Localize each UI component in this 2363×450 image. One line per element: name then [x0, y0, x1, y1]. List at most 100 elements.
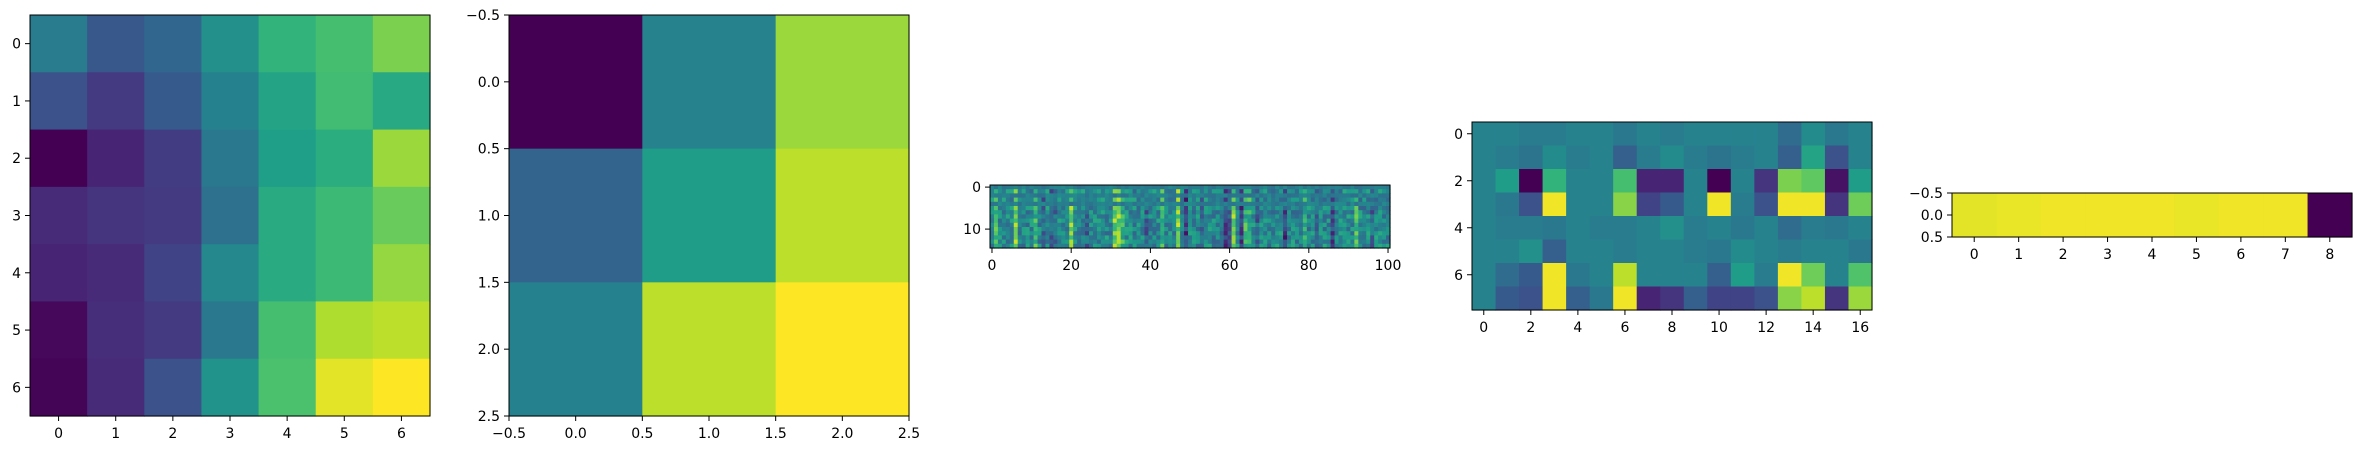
heatmap-cell — [1140, 239, 1146, 245]
heatmap-cell — [1061, 227, 1066, 232]
heatmap-cell — [1334, 214, 1340, 220]
heatmap-cell — [1378, 206, 1383, 211]
heatmap-cell — [1180, 227, 1185, 232]
heatmap-cell — [1207, 227, 1213, 232]
heatmap-cell — [1283, 235, 1288, 241]
heatmap-cell — [1132, 206, 1138, 211]
heatmap-cell — [1168, 231, 1173, 236]
heatmap-cell — [1124, 185, 1130, 190]
heatmap-cell — [1271, 243, 1276, 249]
heatmap-cell — [1354, 189, 1359, 194]
heatmap-cell — [1235, 227, 1241, 232]
heatmap-cell — [1096, 197, 1102, 203]
heatmap-cell — [1322, 214, 1328, 220]
heatmap-cell — [1013, 201, 1019, 207]
heatmap-cell — [1132, 210, 1138, 215]
heatmap-cell — [1120, 231, 1126, 236]
heatmap-cell — [1013, 210, 1019, 215]
heatmap-cell — [1085, 239, 1090, 245]
heatmap-cell — [1001, 210, 1007, 215]
heatmap-cell — [1073, 189, 1078, 194]
heatmap-cell — [1231, 214, 1237, 220]
heatmap-cell — [1683, 286, 1708, 311]
heatmap-cell — [1382, 206, 1387, 211]
heatmap-cell — [1378, 201, 1383, 207]
heatmap-cell — [1033, 218, 1039, 224]
heatmap-cell — [1279, 222, 1284, 228]
heatmap-cell — [1152, 210, 1157, 215]
heatmap-cell — [1255, 189, 1260, 194]
heatmap-cell — [1362, 239, 1367, 245]
heatmap-cell — [1287, 185, 1292, 190]
heatmap-cell — [1033, 189, 1039, 194]
heatmap-cell — [1370, 243, 1375, 249]
heatmap-cell — [1279, 235, 1284, 241]
heatmap-cell — [87, 15, 145, 73]
heatmap-cell — [1096, 239, 1102, 245]
heatmap-cell — [1358, 189, 1363, 194]
heatmap-cell — [1243, 210, 1249, 215]
heatmap-cell — [1203, 227, 1209, 232]
heatmap-cell — [1263, 197, 1268, 203]
heatmap-cell — [1267, 231, 1272, 236]
heatmap-cell — [1294, 214, 1300, 220]
heatmap-cell — [1025, 189, 1031, 194]
heatmap-cell — [1124, 201, 1130, 207]
heatmap-cell — [1318, 243, 1324, 249]
heatmap-cell — [1219, 218, 1225, 224]
heatmap-cell — [1263, 235, 1268, 241]
heatmap-cell — [1172, 189, 1177, 194]
heatmap-cell — [1730, 169, 1755, 194]
heatmap-cell — [1290, 227, 1296, 232]
heatmap-cell — [1589, 263, 1614, 288]
heatmap-cell — [1188, 185, 1193, 190]
heatmap-cell — [1065, 210, 1070, 215]
heatmap-cell — [1279, 243, 1284, 249]
heatmap-cell — [1104, 243, 1110, 249]
heatmap-cell — [1009, 206, 1015, 211]
heatmap-cell — [1378, 227, 1383, 232]
heatmap-cell — [1495, 169, 1520, 194]
heatmap-cell — [1267, 197, 1272, 203]
heatmap-cell — [1350, 231, 1355, 236]
heatmap-cell — [1120, 222, 1126, 228]
heatmap-cell — [1283, 206, 1288, 211]
heatmap-cell — [258, 72, 317, 131]
heatmap-cell — [1005, 185, 1011, 190]
heatmap-cell — [1777, 216, 1803, 241]
heatmap-cell — [1199, 197, 1205, 203]
heatmap-cell — [1001, 235, 1007, 241]
heatmap-cell — [1037, 227, 1043, 232]
x-tick-label: 1.5 — [765, 426, 787, 442]
heatmap-cell — [1148, 193, 1153, 199]
heatmap-cell — [1100, 206, 1106, 211]
heatmap-cell — [1140, 218, 1146, 224]
heatmap-cell — [1156, 189, 1161, 194]
heatmap-cell — [1136, 185, 1142, 190]
heatmap-cell — [1013, 235, 1019, 241]
heatmap-cell — [1092, 214, 1098, 220]
heatmap-cell — [1247, 227, 1252, 232]
heatmap-cell — [1306, 185, 1312, 190]
heatmap-cell — [1049, 218, 1054, 224]
heatmap-cell — [1112, 239, 1118, 245]
heatmap-cell — [1287, 197, 1292, 203]
heatmap-cell — [1318, 206, 1324, 211]
heatmap-cell — [1342, 227, 1348, 232]
heatmap-cell — [1061, 185, 1066, 190]
heatmap-cell — [1148, 239, 1153, 245]
heatmap-cell — [1104, 210, 1110, 215]
heatmap-cell — [1049, 185, 1054, 190]
heatmap-cell — [1045, 201, 1051, 207]
heatmap-cell — [990, 214, 995, 220]
heatmap-cell — [1041, 218, 1047, 224]
x-tick-label: 0 — [988, 258, 997, 274]
heatmap-cell — [1215, 189, 1221, 194]
heatmap-cell — [1053, 243, 1058, 249]
heatmap-cell — [1215, 201, 1221, 207]
heatmap-cell — [1271, 222, 1276, 228]
heatmap-cell — [1298, 189, 1304, 194]
heatmap-cell — [1223, 239, 1229, 245]
heatmap-cell — [1354, 185, 1359, 190]
